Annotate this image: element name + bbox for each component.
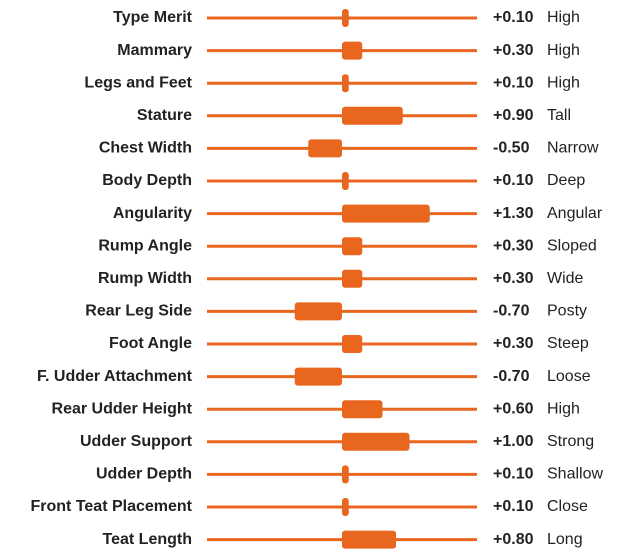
- bar: [342, 9, 349, 27]
- value-label: +0.90: [493, 107, 534, 124]
- descriptor: Close: [547, 498, 588, 515]
- trait-label: Rump Angle: [98, 237, 192, 254]
- descriptor: High: [547, 74, 580, 91]
- value-label: +0.10: [493, 9, 534, 26]
- value-label: +0.30: [493, 335, 534, 352]
- trait-label: Type Merit: [113, 9, 193, 26]
- bar: [342, 335, 363, 353]
- descriptor: Shallow: [547, 466, 603, 483]
- bar: [342, 41, 363, 60]
- trait-label: Udder Depth: [96, 466, 192, 483]
- bar: [342, 172, 349, 190]
- trait-label: Teat Length: [103, 531, 192, 548]
- value-label: +0.10: [493, 498, 534, 515]
- value-label: +1.30: [493, 205, 534, 222]
- descriptor: Wide: [547, 270, 584, 287]
- value-label: -0.50: [493, 140, 530, 157]
- trait-label: Rear Udder Height: [52, 400, 193, 417]
- trait-label: F. Udder Attachment: [37, 368, 193, 385]
- bar: [294, 302, 342, 321]
- descriptor: Deep: [547, 172, 585, 189]
- descriptor: Tall: [547, 107, 571, 124]
- value-label: -0.70: [493, 303, 530, 320]
- bar: [342, 400, 383, 419]
- bar: [342, 204, 430, 223]
- bar: [342, 465, 349, 484]
- descriptor: Narrow: [547, 140, 599, 157]
- bar: [342, 498, 349, 516]
- descriptor: Steep: [547, 335, 589, 352]
- bar: [342, 432, 410, 451]
- value-label: +0.10: [493, 466, 534, 483]
- value-label: +0.30: [493, 42, 534, 59]
- value-label: +1.00: [493, 433, 534, 450]
- value-label: +0.60: [493, 400, 534, 417]
- descriptor: Sloped: [547, 237, 597, 254]
- trait-label: Mammary: [117, 42, 192, 59]
- descriptor: High: [547, 9, 580, 26]
- descriptor: Loose: [547, 368, 591, 385]
- trait-label: Angularity: [113, 205, 192, 222]
- value-label: +0.30: [493, 270, 534, 287]
- trait-label: Rear Leg Side: [85, 303, 192, 320]
- bar: [342, 74, 349, 93]
- trait-label: Foot Angle: [109, 335, 192, 352]
- descriptor: Long: [547, 531, 583, 548]
- trait-label: Stature: [137, 107, 192, 124]
- bar: [308, 139, 342, 158]
- descriptor: High: [547, 400, 580, 417]
- trait-label: Udder Support: [80, 433, 193, 450]
- bar: [342, 237, 363, 256]
- value-label: +0.10: [493, 172, 534, 189]
- value-label: +0.10: [493, 74, 534, 91]
- trait-label: Body Depth: [102, 172, 192, 189]
- trait-label: Chest Width: [99, 140, 192, 157]
- trait-label: Rump Width: [98, 270, 192, 287]
- descriptor: High: [547, 42, 580, 59]
- bar: [342, 530, 396, 549]
- value-label: -0.70: [493, 368, 530, 385]
- trait-label: Front Teat Placement: [30, 498, 192, 515]
- descriptor: Posty: [547, 303, 587, 320]
- bar: [342, 269, 363, 288]
- bar: [342, 106, 403, 125]
- descriptor: Strong: [547, 433, 594, 450]
- bar: [294, 367, 342, 386]
- value-label: +0.80: [493, 531, 534, 548]
- value-label: +0.30: [493, 237, 534, 254]
- descriptor: Angular: [547, 205, 603, 222]
- trait-label: Legs and Feet: [84, 74, 192, 91]
